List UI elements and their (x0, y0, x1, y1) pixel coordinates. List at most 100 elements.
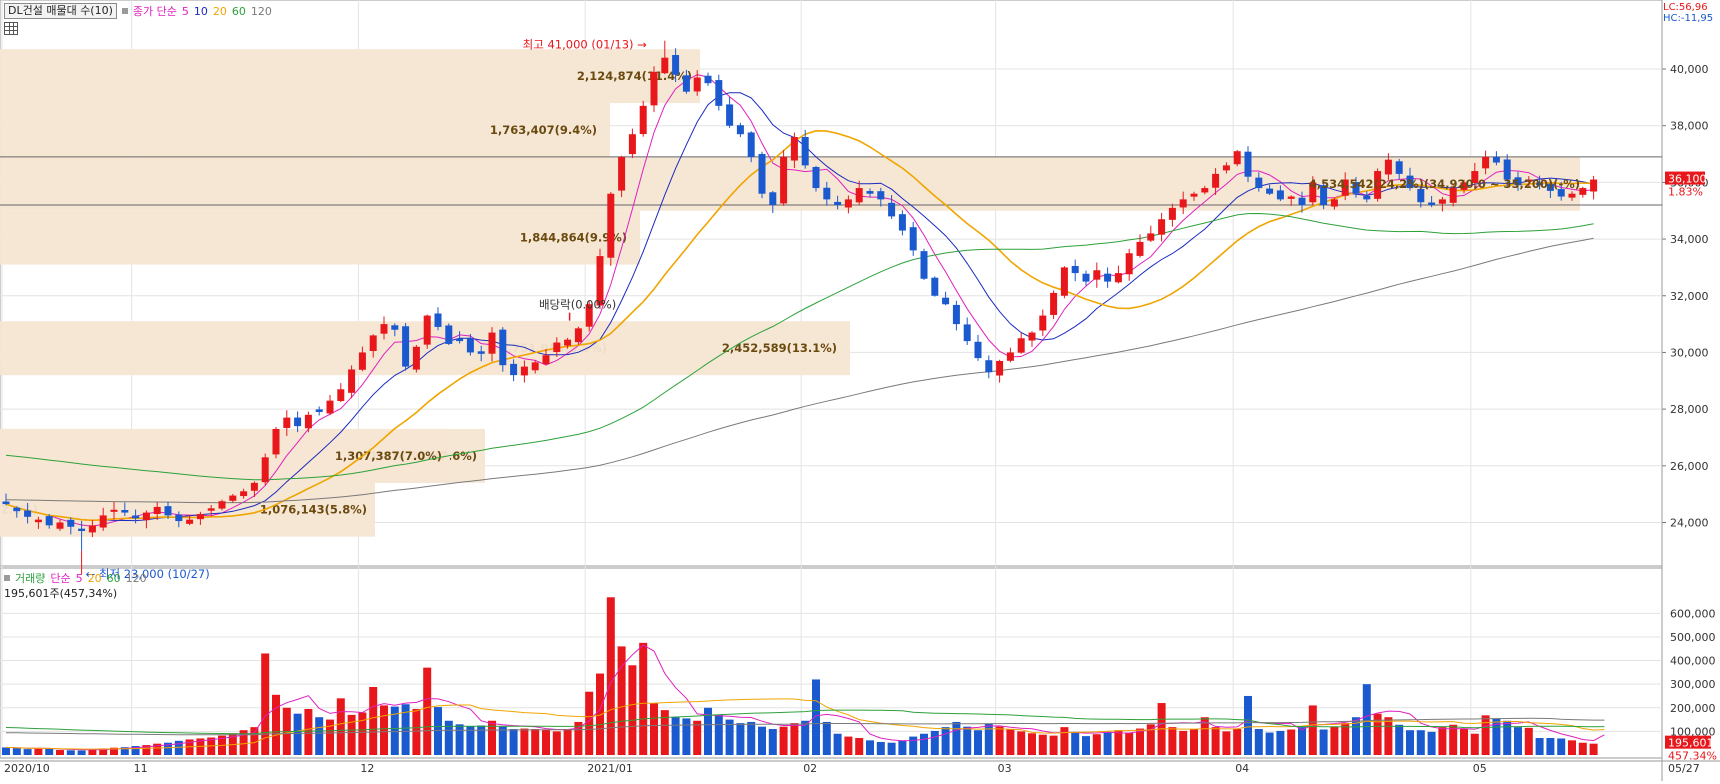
candle-body (1136, 241, 1144, 256)
ma120-label: 120 (250, 4, 272, 18)
candle-body (790, 137, 798, 161)
candle-body (564, 339, 572, 346)
volume-bar (790, 723, 799, 755)
candle-body (1492, 156, 1500, 163)
volume-bar (272, 694, 280, 755)
candle-body (304, 414, 312, 429)
volume-ma20-line (5, 698, 1605, 750)
volume-bar (628, 665, 637, 755)
volume-bar (1211, 727, 1220, 755)
candle-body (218, 501, 226, 509)
candle-body (877, 191, 885, 200)
grid-table-icon[interactable] (4, 22, 18, 35)
candle-body (88, 525, 96, 533)
ma60-label: 60 (231, 4, 246, 18)
candle-body (186, 519, 194, 524)
volume-bar (326, 719, 334, 755)
candle-body (1190, 193, 1198, 197)
candle-body (618, 156, 626, 191)
volume-bar (1427, 731, 1436, 755)
price-legend: DL건설 매물대 수(10) 종가 단순 5 10 20 60 120 (4, 3, 272, 19)
volume-bar (822, 721, 831, 755)
candle-body (866, 191, 874, 194)
candle-body (1341, 179, 1349, 196)
volume-tick-label: 300,000 (1670, 678, 1716, 691)
volume-bar (1578, 742, 1587, 755)
volume-ma5-line (5, 644, 1605, 751)
volume-bar (1308, 705, 1317, 755)
volume-bar (704, 707, 712, 755)
candle-body (315, 409, 323, 412)
legend-marker-icon (4, 575, 10, 581)
candle-body (240, 491, 248, 497)
volume-bar (304, 708, 313, 755)
candle-body (24, 510, 32, 517)
volume-tick-label: 100,000 (1670, 725, 1716, 738)
volume-bar (682, 718, 691, 755)
volume-bar (1449, 724, 1458, 755)
volume-bar (434, 707, 442, 755)
volume-bar (552, 731, 561, 755)
volume-bar (563, 729, 572, 755)
date-tick-label: 2020/10 (4, 762, 50, 775)
candle-body (337, 389, 345, 401)
volume-bar (974, 730, 982, 755)
volume-bar (412, 708, 421, 755)
volume-bar (1568, 740, 1576, 755)
volume-bar (444, 720, 453, 755)
volume-bar (801, 720, 810, 755)
candle-body (823, 187, 831, 200)
candle-body (1525, 179, 1533, 182)
volume-bar (1524, 727, 1533, 755)
candle-body (682, 75, 690, 92)
candle-body (1201, 188, 1209, 193)
volume-bar (671, 717, 680, 755)
candle-body (153, 506, 161, 514)
candle-body (844, 199, 852, 208)
volume-bar (898, 740, 907, 755)
candle-body (1590, 179, 1598, 192)
candle-body (488, 332, 496, 354)
candle-body (294, 417, 302, 427)
candle-body (1503, 159, 1511, 180)
volume-bar (1136, 728, 1144, 755)
volume-bar (347, 714, 356, 755)
volume-title[interactable]: 거래량 (15, 572, 46, 585)
ma5-line (5, 74, 1594, 527)
candle-body (1104, 273, 1112, 282)
price-tick-label: 30,000 (1670, 346, 1709, 359)
ma20-line (5, 129, 1594, 522)
volume-bar (23, 749, 32, 755)
candle-body (1363, 195, 1371, 200)
candle-body (1233, 151, 1241, 165)
volume-profile-label: 1,844,864(9.9%) (520, 231, 627, 245)
volume-bar (747, 721, 756, 755)
volume-bar (390, 706, 399, 755)
candle-body (931, 277, 939, 296)
volume-bar (725, 719, 734, 755)
volume-bar (650, 703, 658, 755)
volume-profile-band (0, 156, 1580, 211)
candle-body (1482, 156, 1490, 169)
volume-bar (1006, 729, 1015, 755)
candle-body (996, 360, 1004, 376)
candle-body (369, 335, 377, 351)
candle-body (78, 528, 86, 531)
volume-bar (315, 717, 324, 755)
volume-bar (1373, 713, 1382, 755)
volume-ma60-label: 60 (106, 571, 121, 585)
volume-bar (1082, 736, 1090, 755)
legend-marker-icon (121, 8, 128, 14)
lc-hc-readout: LC:56,96 HC:-11,95 (1663, 2, 1713, 24)
candle-body (250, 482, 258, 491)
candle-body (1093, 270, 1101, 280)
chart-title[interactable]: DL건설 매물대 수(10) (4, 3, 117, 19)
volume-bar (131, 746, 140, 755)
price-tick-label: 28,000 (1670, 403, 1709, 416)
candle-body (520, 366, 528, 376)
volume-bar (1557, 738, 1566, 755)
candle-body (942, 297, 950, 305)
volume-tag: 195,601 (1668, 737, 1714, 750)
